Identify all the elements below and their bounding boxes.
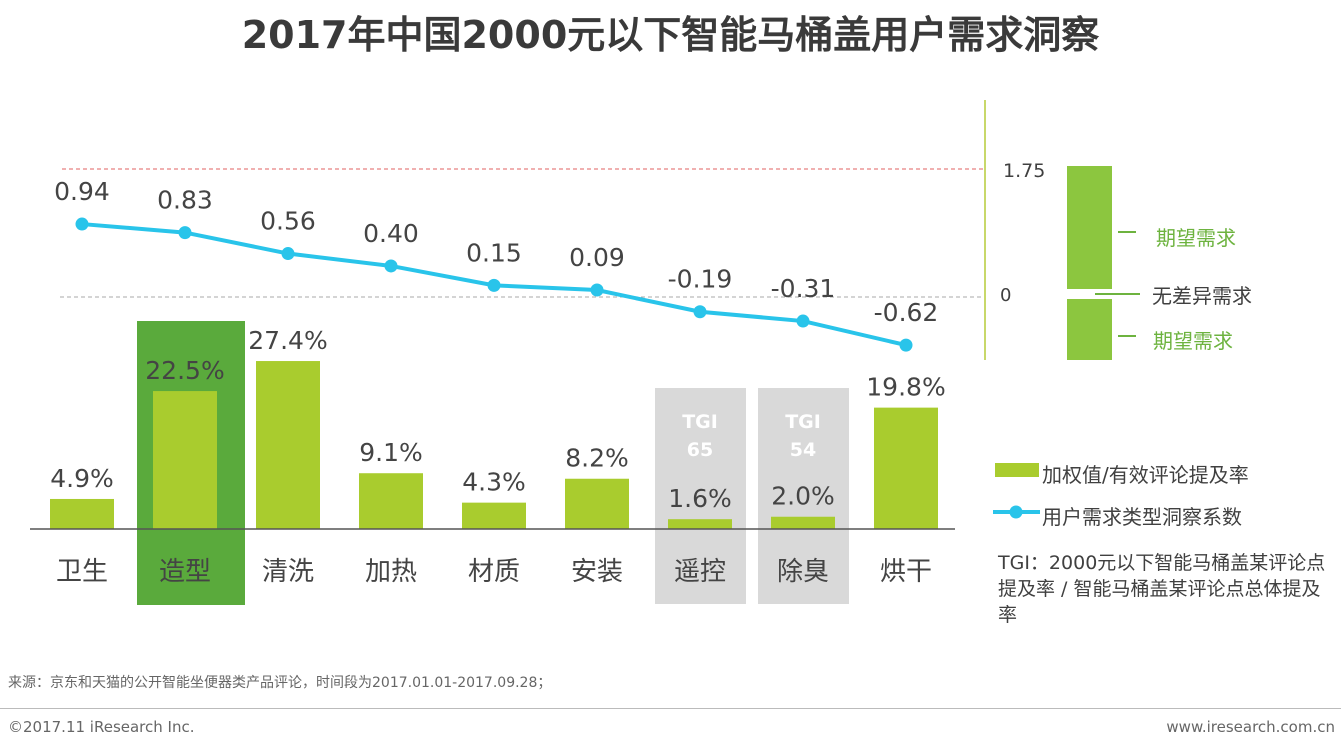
footer-divider — [0, 708, 1341, 709]
bar-value-label: 9.1% — [359, 438, 423, 467]
category-label: 造型 — [159, 557, 211, 587]
bar-value-label: 27.4% — [248, 326, 327, 355]
tgi-note: TGI：2000元以下智能马桶盖某评论点提及率 / 智能马桶盖某评论点总体提及率 — [998, 552, 1326, 626]
category-label: 加热 — [365, 557, 417, 587]
bar-value-label: 19.8% — [866, 373, 945, 402]
bar — [50, 498, 114, 529]
website-url: www.iresearch.com.cn — [1166, 718, 1335, 736]
bar-value-label: 1.6% — [668, 484, 732, 513]
line-value-label: 0.15 — [466, 238, 522, 267]
line-value-label: -0.19 — [668, 265, 733, 294]
bar — [153, 391, 217, 529]
legend-line-label: 用户需求类型洞察系数 — [1042, 505, 1242, 529]
category-label: 遥控 — [674, 557, 726, 587]
line-point — [75, 217, 89, 231]
bar-value-label: 2.0% — [771, 482, 835, 511]
chart-title: 2017年中国2000元以下智能马桶盖用户需求洞察 — [241, 13, 1100, 57]
line-point — [899, 338, 913, 352]
copyright: ©2017.11 iResearch Inc. — [8, 718, 195, 736]
category-label: 烘干 — [880, 557, 932, 587]
scale-top-label: 1.75 — [1003, 160, 1046, 182]
line-point — [487, 278, 501, 292]
source-note: 来源：京东和天猫的公开智能坐便器类产品评论，时间段为2017.01.01-201… — [8, 675, 552, 691]
category-label: 清洗 — [262, 557, 314, 587]
legend-bar-label: 加权值/有效评论提及率 — [1042, 463, 1249, 487]
bar-value-label: 4.3% — [462, 468, 526, 497]
tgi-value: 65 — [687, 439, 713, 461]
bar — [359, 473, 423, 529]
bar-value-label: 8.2% — [565, 444, 629, 473]
line-point — [281, 247, 295, 261]
scale-middle-label: 无差异需求 — [1152, 284, 1252, 308]
category-label: 安装 — [571, 557, 623, 587]
bar — [874, 407, 938, 529]
scale-upper-label: 期望需求 — [1156, 226, 1236, 250]
bar — [771, 516, 835, 529]
legend-line-marker — [1009, 505, 1023, 519]
category-label: 卫生 — [56, 557, 108, 587]
tgi-label: TGI — [785, 411, 821, 433]
category-label: 材质 — [468, 557, 520, 587]
scale-lower-block — [1067, 299, 1112, 360]
line-value-label: 0.56 — [260, 207, 316, 236]
bar — [256, 361, 320, 529]
line-value-label: 0.94 — [54, 177, 110, 206]
line-value-label: 0.83 — [157, 186, 213, 215]
scale-zero-label: 0 — [1000, 285, 1012, 306]
tgi-background — [758, 388, 849, 604]
bar-value-label: 4.9% — [50, 464, 114, 493]
line-value-label: -0.31 — [771, 274, 836, 303]
line-point — [590, 283, 604, 297]
tgi-background — [655, 388, 746, 604]
line-point — [693, 305, 707, 319]
tgi-label: TGI — [682, 411, 718, 433]
line-point — [796, 314, 810, 328]
legend-bar-swatch — [995, 463, 1039, 477]
scale-upper-block — [1067, 166, 1112, 289]
line-point — [384, 259, 398, 273]
line-point — [178, 226, 192, 240]
bar — [462, 502, 526, 529]
category-label: 除臭 — [777, 557, 829, 587]
tgi-value: 54 — [790, 439, 816, 461]
bar — [668, 519, 732, 529]
line-value-label: 0.09 — [569, 243, 625, 272]
line-value-label: -0.62 — [874, 298, 939, 327]
line-value-label: 0.40 — [363, 219, 419, 248]
bar-value-label: 22.5% — [145, 356, 224, 385]
bar — [565, 478, 629, 529]
scale-lower-label: 期望需求 — [1153, 329, 1233, 353]
